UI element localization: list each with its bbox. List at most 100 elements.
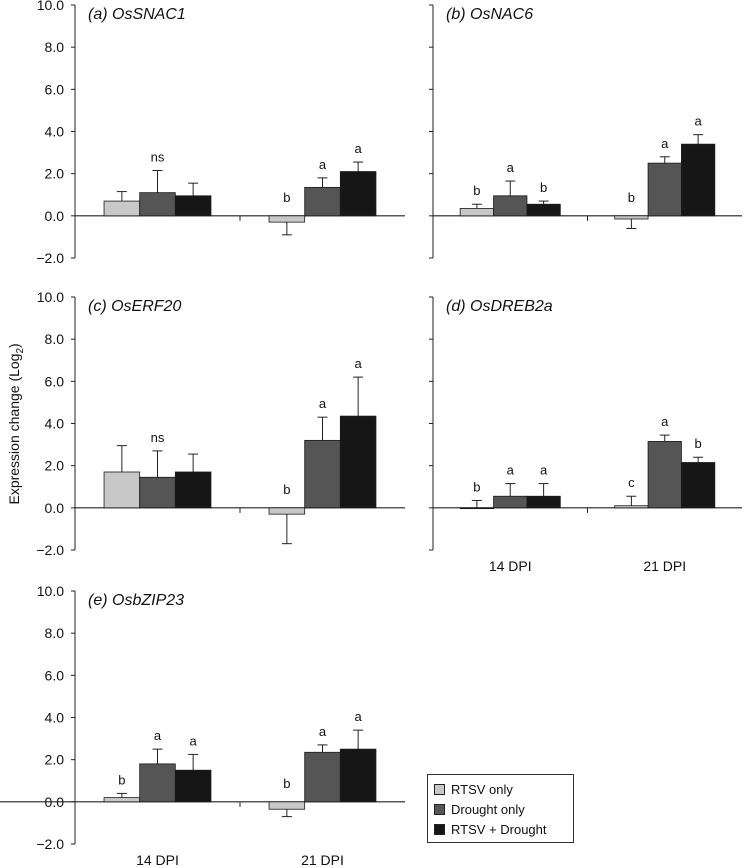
bar-drought-only-14dpi — [139, 476, 176, 509]
significance-letter: c — [628, 475, 635, 490]
y-tick-label: 2.0 — [45, 166, 65, 182]
y-tick-label: 4.0 — [45, 710, 65, 726]
significance-letter: b — [540, 180, 547, 195]
legend-item-both: RTSV + Drought — [434, 819, 573, 839]
legend: RTSV only Drought only RTSV + Drought — [427, 774, 574, 843]
x-tick-label: 21 DPI — [643, 558, 686, 574]
y-tick-label: 2.0 — [45, 458, 65, 474]
y-tick-label: 6.0 — [45, 373, 65, 389]
bar-rtsv-drought-14dpi — [526, 203, 561, 217]
legend-swatch-rtsv — [434, 783, 445, 795]
legend-item-drought: Drought only — [434, 799, 573, 819]
legend-label-rtsv: RTSV only — [451, 781, 513, 797]
bar-rtsv-drought-21dpi — [339, 415, 377, 509]
bar-drought-only-14dpi — [493, 195, 528, 217]
significance-letter: a — [355, 141, 363, 156]
significance-letter: a — [154, 728, 162, 743]
y-axis-label-end: ) — [6, 343, 23, 348]
bar-drought-only-21dpi — [304, 186, 341, 217]
bar-rtsv-only-21dpi — [614, 505, 649, 509]
panel-OsDREB2a: (d) OsDREB2a b a a c a b 14 DPI 21 DPI — [429, 296, 742, 574]
y-axis-label-subscript: 2 — [14, 347, 26, 354]
significance-letter: a — [540, 463, 548, 478]
y-axis-label: Expression change (Log2) — [6, 324, 26, 524]
panel-title: (b) OsNAC6 — [446, 6, 533, 23]
bar-rtsv-only-14dpi — [103, 471, 141, 509]
y-tick-label: 10.0 — [37, 289, 64, 305]
y-axis-label-text: Expression change (Log — [6, 353, 23, 505]
significance-letter: a — [190, 733, 198, 748]
x-tick-label: 14 DPI — [136, 852, 179, 868]
significance-letter: b — [473, 479, 480, 494]
bar-rtsv-only-21dpi — [268, 215, 306, 223]
significance-letter: b — [695, 436, 702, 451]
bar-drought-only-21dpi — [304, 751, 341, 803]
y-tick-label: −2.0 — [36, 836, 64, 852]
panel-OsERF20: 10.0 8.0 6.0 4.0 2.0 0.0 −2.0 (c) OsERF20 ns b a a — [36, 289, 405, 558]
significance-letter: a — [319, 724, 327, 739]
significance-letter: b — [473, 183, 480, 198]
y-tick-label: 8.0 — [45, 39, 65, 55]
bar-rtsv-drought-21dpi — [681, 462, 716, 509]
bar-rtsv-only-14dpi — [103, 200, 141, 217]
significance-letter: b — [628, 190, 635, 205]
bar-rtsv-drought-14dpi — [174, 471, 212, 509]
panel-OsSNAC1: 10.0 8.0 6.0 4.0 2.0 0.0 −2.0 (a) OsSNAC1 ns b a a — [36, 0, 405, 266]
bar-rtsv-drought-14dpi — [526, 495, 561, 509]
significance-letter: b — [118, 772, 125, 787]
bar-drought-only-14dpi — [139, 763, 176, 803]
bar-rtsv-only-21dpi — [268, 801, 306, 810]
significance-letter: a — [661, 414, 669, 429]
y-tick-label: 0.0 — [45, 208, 65, 224]
significance-letter: a — [355, 709, 363, 724]
y-tick-label: 2.0 — [45, 752, 65, 768]
bar-rtsv-drought-14dpi — [174, 195, 212, 217]
y-tick-label: 6.0 — [45, 81, 65, 97]
y-tick-label: −2.0 — [36, 250, 64, 266]
bar-rtsv-drought-21dpi — [681, 143, 716, 217]
significance-letter: a — [661, 136, 669, 151]
bar-rtsv-drought-21dpi — [339, 171, 377, 217]
legend-swatch-both — [434, 823, 445, 835]
y-tick-label: 6.0 — [45, 667, 65, 683]
y-tick-label: 8.0 — [45, 331, 65, 347]
legend-label-drought: Drought only — [451, 801, 525, 817]
significance-letter: a — [507, 160, 515, 175]
significance-letter: a — [355, 356, 363, 371]
legend-label-both: RTSV + Drought — [451, 821, 547, 837]
y-tick-label: 4.0 — [45, 416, 65, 432]
y-tick-label: 10.0 — [37, 583, 64, 599]
bar-drought-only-14dpi — [493, 495, 528, 509]
y-tick-label: 0.0 — [45, 500, 65, 516]
y-tick-label: 4.0 — [45, 124, 65, 140]
bar-rtsv-only-14dpi — [459, 208, 494, 217]
bar-rtsv-only-21dpi — [268, 507, 306, 515]
significance-letter: a — [319, 396, 327, 411]
significance-letter: a — [507, 463, 515, 478]
bar-rtsv-only-21dpi — [614, 215, 649, 220]
significance-letter: b — [283, 776, 290, 791]
y-tick-label: 10.0 — [37, 0, 64, 13]
significance-letter: a — [695, 114, 703, 129]
bar-rtsv-only-14dpi — [103, 797, 141, 803]
bar-drought-only-21dpi — [647, 162, 682, 217]
significance-letter: b — [283, 482, 290, 497]
panel-title: (d) OsDREB2a — [446, 298, 553, 315]
bar-drought-only-14dpi — [139, 192, 176, 217]
legend-item-rtsv: RTSV only — [434, 779, 573, 799]
panel-title: (e) OsbZIP23 — [88, 592, 184, 609]
bar-rtsv-only-14dpi — [459, 507, 494, 510]
panel-OsNAC6: (b) OsNAC6 b a b b a a — [429, 4, 742, 259]
panel-title: (c) OsERF20 — [88, 298, 181, 315]
significance-letter: a — [319, 157, 327, 172]
legend-swatch-drought — [434, 803, 445, 815]
y-tick-label: 8.0 — [45, 625, 65, 641]
bar-drought-only-21dpi — [647, 441, 682, 509]
panel-title: (a) OsSNAC1 — [88, 6, 186, 23]
significance-letter: ns — [151, 430, 165, 445]
significance-letter: ns — [151, 150, 165, 165]
bar-rtsv-drought-14dpi — [174, 769, 212, 803]
x-tick-label: 14 DPI — [489, 558, 532, 574]
